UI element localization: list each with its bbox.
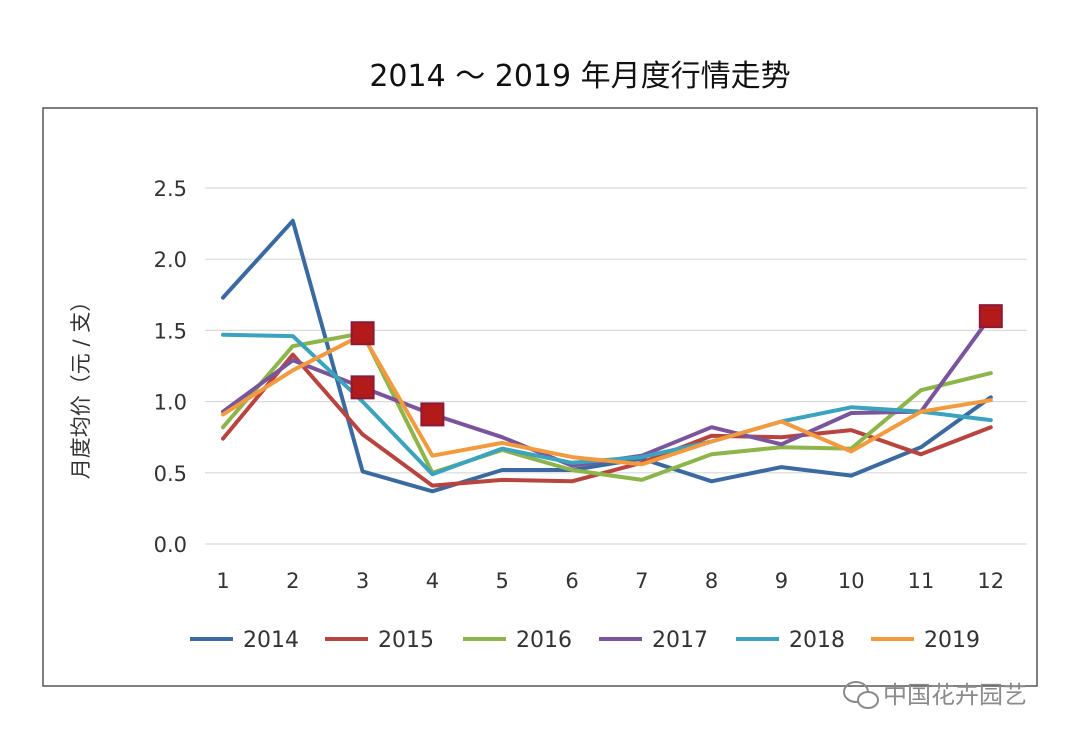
x-tick-label: 5: [496, 569, 509, 593]
y-tick-label: 2.0: [154, 248, 187, 272]
highlight-marker: [350, 321, 375, 346]
x-tick-label: 10: [838, 569, 865, 593]
x-tick-label: 2: [286, 569, 299, 593]
x-tick-label: 9: [775, 569, 788, 593]
legend-label: 2018: [789, 628, 845, 653]
wechat-icon: [843, 681, 879, 709]
x-axis-ticks: 1 2 3 4 5 6 7 8 9 10 11 12: [216, 569, 1004, 593]
legend-label: 2015: [378, 628, 434, 653]
y-tick-label: 0.0: [154, 533, 187, 557]
y-axis-ticks: 0.0 0.5 1.0 1.5 2.0 2.5: [154, 177, 187, 557]
x-tick-label: 12: [977, 569, 1004, 593]
x-tick-label: 3: [356, 569, 369, 593]
y-tick-label: 1.0: [154, 391, 187, 415]
highlight-marker: [350, 375, 375, 400]
watermark-text: 中国花卉园艺: [883, 681, 1027, 709]
y-axis-label: 月度均价（元 / 支）: [69, 291, 93, 479]
legend: 2014 2015 2016 2017 2018 2019: [190, 628, 980, 653]
legend-label: 2014: [243, 628, 299, 653]
y-tick-label: 0.5: [154, 462, 187, 486]
highlight-marker: [978, 304, 1003, 329]
chart-frame: [42, 107, 1038, 687]
x-tick-label: 4: [426, 569, 439, 593]
chart-title: 2014 ～ 2019 年月度行情走势: [369, 59, 790, 94]
y-tick-label: 2.5: [154, 177, 187, 201]
series-line-2019: [221, 332, 993, 467]
gridlines: [205, 187, 1027, 545]
series-lines: [221, 218, 993, 494]
series-line-2015: [221, 352, 993, 488]
x-tick-label: 11: [908, 569, 935, 593]
y-tick-label: 1.5: [154, 319, 187, 343]
x-tick-label: 8: [705, 569, 718, 593]
legend-label: 2016: [516, 628, 572, 653]
highlight-markers: [350, 304, 1003, 427]
highlight-marker: [420, 402, 445, 427]
series-line-2014: [221, 218, 993, 494]
x-tick-label: 6: [565, 569, 578, 593]
watermark: 中国花卉园艺: [843, 681, 1027, 709]
x-tick-label: 7: [635, 569, 648, 593]
legend-label: 2017: [652, 628, 708, 653]
legend-label: 2019: [924, 628, 980, 653]
x-tick-label: 1: [216, 569, 229, 593]
